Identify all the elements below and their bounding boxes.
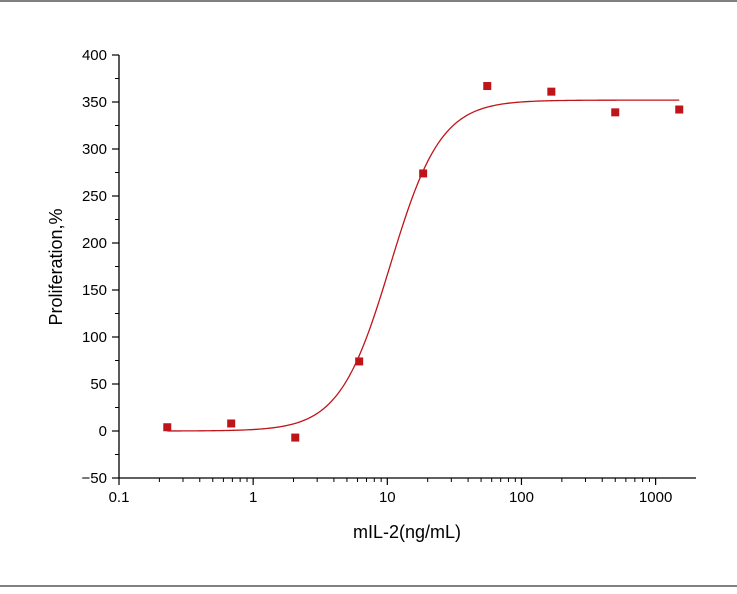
x-axis-label: mIL-2(ng/mL) <box>353 522 461 542</box>
y-tick-label: 200 <box>82 235 107 252</box>
y-tick-label: 50 <box>90 376 107 393</box>
y-tick-label: 300 <box>82 141 107 158</box>
data-point-marker <box>227 419 236 428</box>
y-tick-label: −50 <box>82 470 107 487</box>
y-tick-label: 150 <box>82 282 107 299</box>
fitted-curve-layer <box>167 99 680 432</box>
fitted-curve-line <box>167 99 680 432</box>
y-tick-label: 400 <box>82 47 107 64</box>
data-point-marker <box>291 433 300 442</box>
data-point-marker <box>483 82 492 91</box>
data-point-marker <box>163 423 172 432</box>
y-axis-label: Proliferation,% <box>46 208 66 325</box>
data-point-marker <box>547 87 556 96</box>
y-tick-label: 0 <box>99 423 107 440</box>
y-tick-label: 250 <box>82 188 107 205</box>
data-point-marker <box>355 357 364 366</box>
y-tick-label: 100 <box>82 329 107 346</box>
x-tick-label: 100 <box>509 489 534 506</box>
x-tick-label: 1 <box>249 489 257 506</box>
data-point-marker <box>419 169 428 178</box>
x-tick-label: 10 <box>379 489 396 506</box>
x-tick-label: 0.1 <box>109 489 130 506</box>
y-tick-label: 350 <box>82 94 107 111</box>
data-point-marker <box>675 105 684 114</box>
axes: −50 0 50 100 150 200 250 300 350 400 0.1 1 10 100 1000 <box>82 47 696 506</box>
data-point-marker <box>611 108 620 117</box>
data-points-layer <box>163 82 684 442</box>
x-tick-label: 1000 <box>639 489 672 506</box>
